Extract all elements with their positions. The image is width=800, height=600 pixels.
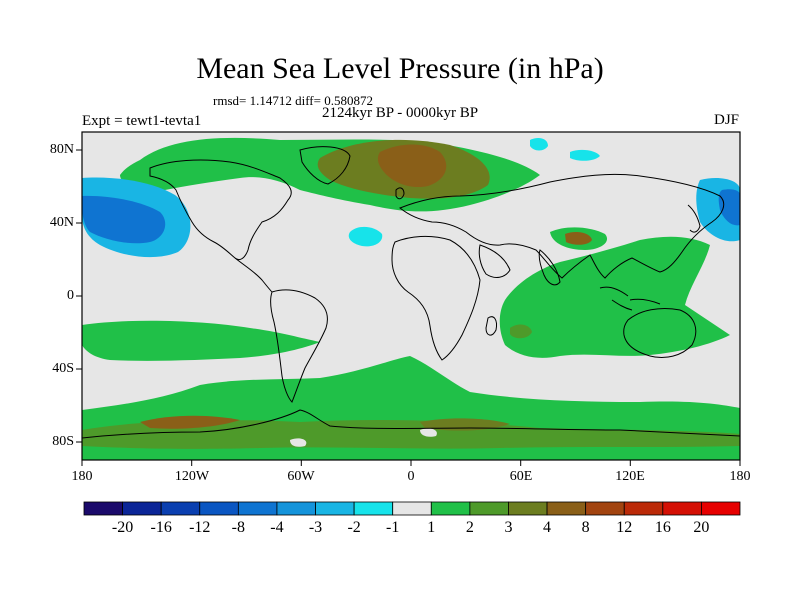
colorbar-swatch <box>237 501 278 516</box>
colorbar-swatch <box>546 501 587 516</box>
colorbar-label: -1 <box>386 519 400 536</box>
colorbar-label: -4 <box>270 519 284 536</box>
axis-ticks <box>76 149 741 466</box>
colorbar <box>83 501 741 516</box>
colorbar-swatch <box>623 501 664 516</box>
colorbar-swatch <box>430 501 471 516</box>
anomaly-region-antarctic-brown <box>140 415 240 429</box>
colorbar-swatch <box>83 501 123 516</box>
colorbar-label: -12 <box>189 519 211 536</box>
statistics-text: rmsd= 1.14712 diff= 0.580872 <box>213 93 373 108</box>
x-tick-label-60w: 60W <box>287 469 315 484</box>
colorbar-label: 4 <box>543 519 552 536</box>
colorbar-swatch <box>199 501 239 516</box>
colorbar-label: -8 <box>231 519 245 536</box>
y-tick-label-40n: 40N <box>49 215 74 230</box>
anomaly-region-n-pacific-core <box>82 195 166 244</box>
colorbar-label: -20 <box>111 519 134 536</box>
colorbar-label: -3 <box>308 519 323 536</box>
y-tick-label-80s: 80S <box>52 434 74 449</box>
coastline-madagascar <box>485 316 497 336</box>
anomaly-region-arctic-cyan-2 <box>570 149 600 161</box>
coastlines <box>82 146 740 439</box>
colorbar-label: 20 <box>693 519 710 536</box>
colorbar-swatch <box>701 501 741 516</box>
colorbar-label: 16 <box>654 519 671 536</box>
colorbar-label: 1 <box>427 519 436 536</box>
colorbar-swatch <box>315 501 355 516</box>
colorbar-label: -2 <box>347 519 361 536</box>
colorbar-label: -16 <box>150 519 172 536</box>
anomaly-region-antarctic-olive <box>82 420 740 449</box>
colorbar-swatch <box>276 501 316 516</box>
colorbar-swatch <box>662 501 702 516</box>
colorbar-swatch <box>392 501 432 516</box>
coastline-africa <box>391 235 481 361</box>
anomaly-region-antarctic-brown-2 <box>420 418 510 431</box>
anomaly-fields <box>82 137 740 460</box>
colorbar-label: 2 <box>465 519 474 536</box>
x-tick-label-180w: 180 <box>71 469 93 484</box>
y-tick-label-40s: 40S <box>52 361 74 376</box>
experiment-label: Expt = tewt1-tevta1 <box>82 113 202 129</box>
x-tick-label-120e: 120E <box>615 469 645 484</box>
anomaly-region-indian-core <box>510 324 532 339</box>
period-text: 2124kyr BP - 0000kyr BP <box>322 105 479 121</box>
coastline-australia <box>623 307 697 359</box>
anomaly-region-antarctic-gap-1 <box>290 438 307 447</box>
anomaly-region-w-pacific-core <box>718 189 740 226</box>
coastline-arabia <box>478 244 511 278</box>
anomaly-region-arctic-cyan-1 <box>530 138 548 151</box>
coastline-uk <box>395 187 405 200</box>
coastline-eurasia <box>399 173 725 279</box>
coastline-japan <box>687 204 701 233</box>
anomaly-region-asia-core <box>565 232 592 245</box>
x-tick-label-0: 0 <box>407 469 415 484</box>
y-tick-label-80n: 80N <box>49 142 74 157</box>
coastline-greenland <box>299 146 351 185</box>
y-tick-label-0: 0 <box>67 288 74 303</box>
map-title: Mean Sea Level Pressure (in hPa) <box>196 52 604 85</box>
colorbar-label: 12 <box>616 519 633 536</box>
anomaly-region-s-pacific <box>82 320 320 361</box>
colorbar-swatch <box>585 501 625 516</box>
anomaly-region-antarctic-gap-2 <box>420 428 437 437</box>
coastline-antarctica <box>82 409 740 439</box>
colorbar-swatch <box>469 501 509 516</box>
x-tick-label-60e: 60E <box>509 469 533 484</box>
colorbar-label: 8 <box>581 519 590 536</box>
x-tick-label-120w: 120W <box>174 469 210 484</box>
season-label: DJF <box>714 112 740 128</box>
coastline-south-america <box>270 289 328 403</box>
anomaly-region-indian-ocean <box>499 236 730 358</box>
anomaly-region-core-europe <box>377 144 447 188</box>
colorbar-label: 3 <box>504 519 513 536</box>
coastline-india <box>538 249 561 286</box>
colorbar-swatch <box>122 501 162 516</box>
colorbar-swatch <box>353 501 394 516</box>
coastline-north-america <box>149 159 292 261</box>
anomaly-region-atlantic <box>348 226 383 247</box>
colorbar-swatch <box>160 501 201 516</box>
colorbar-swatch <box>508 501 548 516</box>
coastline-central-america <box>234 257 273 293</box>
coastline-indonesia <box>599 286 661 311</box>
x-tick-label-180e: 180 <box>729 469 751 484</box>
